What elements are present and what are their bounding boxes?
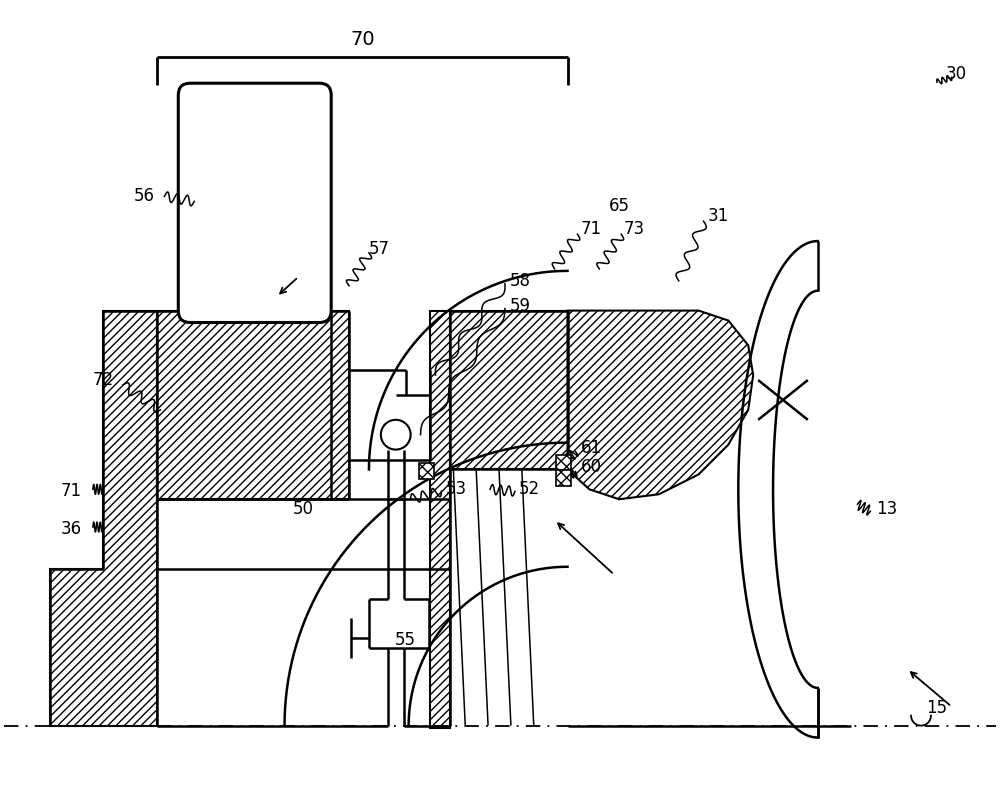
Text: 36: 36 <box>61 520 82 538</box>
Bar <box>556 454 571 471</box>
Text: 72: 72 <box>92 371 113 389</box>
Text: 59: 59 <box>509 296 530 314</box>
Text: 73: 73 <box>623 220 645 238</box>
Text: 57: 57 <box>368 240 389 258</box>
Text: 60: 60 <box>581 458 602 476</box>
Polygon shape <box>568 310 753 499</box>
Bar <box>419 464 434 479</box>
Bar <box>450 310 568 469</box>
Text: 65: 65 <box>609 197 630 215</box>
Text: 31: 31 <box>708 208 729 226</box>
Polygon shape <box>50 310 157 725</box>
FancyBboxPatch shape <box>178 83 331 322</box>
Text: 52: 52 <box>519 480 540 498</box>
Bar <box>430 310 450 728</box>
Circle shape <box>381 420 411 450</box>
Text: 71: 71 <box>581 220 602 238</box>
Text: 15: 15 <box>926 699 947 717</box>
Text: 13: 13 <box>877 500 898 518</box>
Text: 50: 50 <box>293 500 314 518</box>
Text: 70: 70 <box>350 30 375 49</box>
Bar <box>157 310 349 499</box>
Bar <box>556 471 571 487</box>
Text: 61: 61 <box>581 439 602 457</box>
Text: 30: 30 <box>946 65 967 83</box>
Text: 55: 55 <box>395 631 416 649</box>
Text: 53: 53 <box>446 480 467 498</box>
Text: 71: 71 <box>61 483 82 501</box>
Text: 56: 56 <box>134 187 155 205</box>
Text: 58: 58 <box>509 272 530 290</box>
